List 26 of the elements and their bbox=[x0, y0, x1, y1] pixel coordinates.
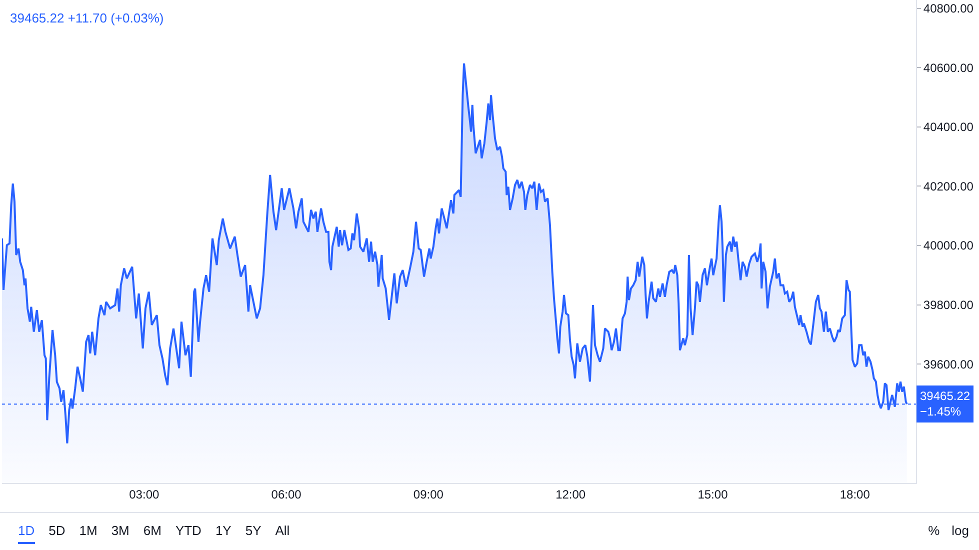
y-tick-label: 40000.00 bbox=[923, 238, 974, 253]
range-button[interactable]: 1D bbox=[18, 519, 35, 544]
scale-button[interactable]: log bbox=[952, 519, 969, 544]
range-button[interactable]: 5Y bbox=[245, 519, 262, 544]
y-tick-label: 40400.00 bbox=[923, 120, 974, 134]
y-tick-label: 40600.00 bbox=[923, 60, 974, 75]
ref-line-label: 39465.22 −1.45% bbox=[920, 389, 970, 419]
range-button[interactable]: 1Y bbox=[215, 519, 232, 544]
range-button[interactable]: YTD bbox=[175, 519, 202, 544]
x-tick-label: 06:00 bbox=[271, 487, 302, 502]
y-tick-label: 39800.00 bbox=[923, 298, 974, 312]
x-tick-label: 09:00 bbox=[413, 487, 444, 502]
x-tick-label: 18:00 bbox=[840, 487, 870, 502]
range-button[interactable]: 6M bbox=[143, 519, 162, 544]
y-tick-label: 40800.00 bbox=[923, 2, 974, 16]
range-button[interactable]: 5D bbox=[48, 519, 66, 544]
x-tick-label: 15:00 bbox=[698, 487, 728, 502]
x-tick-label: 03:00 bbox=[129, 487, 160, 502]
y-tick-label: 39600.00 bbox=[923, 357, 974, 372]
range-button[interactable]: All bbox=[275, 519, 290, 544]
text: 39465.22 +11.70 (+0.03%) bbox=[10, 10, 164, 26]
x-tick-label: 12:00 bbox=[556, 487, 586, 502]
y-tick-label: 40200.00 bbox=[923, 179, 974, 194]
scale-button[interactable]: % bbox=[928, 519, 940, 544]
range-button[interactable]: 1M bbox=[79, 519, 98, 544]
range-button[interactable]: 3M bbox=[111, 519, 130, 544]
